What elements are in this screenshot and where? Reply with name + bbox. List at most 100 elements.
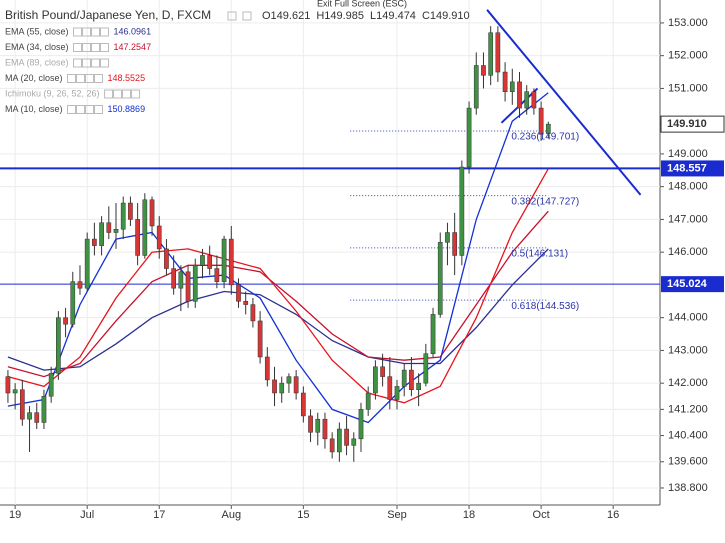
- candle-body: [228, 238, 234, 286]
- candle-body: [149, 199, 155, 227]
- legend-icon: [73, 43, 83, 52]
- candle-body: [272, 379, 277, 394]
- candle-body: [473, 65, 479, 109]
- candle-body: [19, 389, 25, 420]
- candle-body: [128, 202, 133, 220]
- candle-body: [12, 389, 18, 394]
- x-tick-label: Aug: [221, 509, 241, 521]
- y-tick-label: 151.000: [668, 82, 708, 94]
- candle-body: [365, 392, 371, 410]
- legend-icon: [94, 74, 104, 83]
- legend-icon: [85, 105, 95, 114]
- y-tick-label: 148.000: [668, 181, 708, 193]
- candle-body: [200, 255, 205, 266]
- candle-body: [156, 225, 162, 250]
- fib-label: 0.5(146.131): [511, 249, 568, 260]
- last-price-box: [660, 115, 725, 133]
- candle-body: [236, 284, 241, 302]
- price-box: [661, 160, 724, 177]
- legend-value: 146.0961: [114, 26, 152, 36]
- legend-icon: [82, 58, 92, 68]
- legend-icon: [104, 89, 114, 99]
- candle-body: [207, 255, 213, 269]
- candle-body: [524, 91, 530, 109]
- candle-body: [380, 366, 385, 377]
- candle-body: [264, 356, 270, 381]
- ma-line: [7, 210, 549, 378]
- legend-icon: [91, 58, 101, 68]
- candle-body: [459, 166, 465, 256]
- y-tick-label: 153.000: [668, 17, 708, 29]
- candle-body: [488, 32, 494, 76]
- candle-body: [437, 242, 443, 315]
- candle-body: [70, 281, 76, 325]
- legend-icon: [91, 27, 101, 37]
- candle-body: [185, 271, 191, 302]
- candle-body: [445, 232, 450, 243]
- legend-name: EMA (89, close): [5, 57, 69, 67]
- legend-name: MA (20, close): [5, 73, 63, 83]
- legend-icon: [227, 11, 237, 21]
- legend-value: 148.5525: [108, 73, 146, 83]
- y-tick-label: 146.000: [668, 246, 708, 258]
- legend-icon: [100, 58, 110, 68]
- candle-body: [430, 314, 436, 354]
- candle-body: [329, 438, 335, 453]
- candle-body: [481, 65, 486, 76]
- legend-icon: [100, 43, 110, 52]
- legend-icon: [82, 43, 92, 52]
- legend-name: EMA (55, close): [5, 26, 69, 36]
- candle-body: [34, 412, 40, 423]
- legend-icon: [242, 11, 252, 21]
- legend-icon: [76, 74, 86, 83]
- candle-body: [99, 222, 104, 246]
- candle-body: [77, 281, 83, 289]
- candle-body: [178, 271, 184, 289]
- x-tick-label: Jul: [80, 509, 94, 521]
- legend-name: Ichimoku (9, 26, 52, 26): [5, 88, 100, 98]
- candle-body: [358, 409, 364, 440]
- x-tick-label: 18: [463, 509, 475, 521]
- legend-icon: [67, 105, 77, 114]
- legend-icon: [82, 27, 92, 37]
- y-tick-label: 152.000: [668, 50, 708, 62]
- candle-body: [300, 392, 306, 417]
- grid-layer: [0, 0, 664, 509]
- y-tick-label: 147.000: [668, 213, 708, 225]
- legend-icon: [122, 89, 132, 99]
- candle-body: [27, 412, 32, 420]
- y-tick-label: 141.200: [668, 403, 708, 415]
- candle-body: [84, 238, 90, 289]
- candle-body: [135, 219, 140, 256]
- x-tick-label: 15: [297, 509, 309, 521]
- y-tick-label: 142.000: [668, 377, 708, 389]
- ma-line: [7, 248, 549, 371]
- candle-body: [120, 202, 126, 230]
- candle-body: [538, 107, 544, 135]
- candle-body: [351, 438, 357, 446]
- fib-label: 0.618(144.536): [511, 301, 579, 312]
- ohlc-label: O149.621: [262, 10, 310, 22]
- ohlc-label: H149.985: [316, 10, 364, 22]
- candle-body: [315, 418, 321, 433]
- candle-body: [337, 428, 342, 453]
- candle-body: [5, 376, 11, 394]
- y-tick-label: 143.000: [668, 344, 708, 356]
- legend-icon: [100, 27, 110, 37]
- candle-body: [41, 396, 47, 423]
- candle-body: [214, 268, 220, 282]
- candle-body: [250, 304, 256, 322]
- ohlc-label: L149.474: [370, 10, 416, 22]
- candle-body: [142, 199, 148, 256]
- ma-line: [7, 168, 549, 404]
- candle-body: [192, 265, 198, 302]
- candle-body: [221, 238, 227, 282]
- candle-body: [113, 228, 119, 233]
- candle-body: [106, 222, 112, 233]
- trend-line: [486, 9, 642, 196]
- candle-body: [502, 71, 508, 92]
- fib-label: 0.236(149.701): [511, 132, 579, 143]
- x-tick-label: Sep: [387, 509, 407, 521]
- y-tick-label: 149.000: [668, 148, 708, 160]
